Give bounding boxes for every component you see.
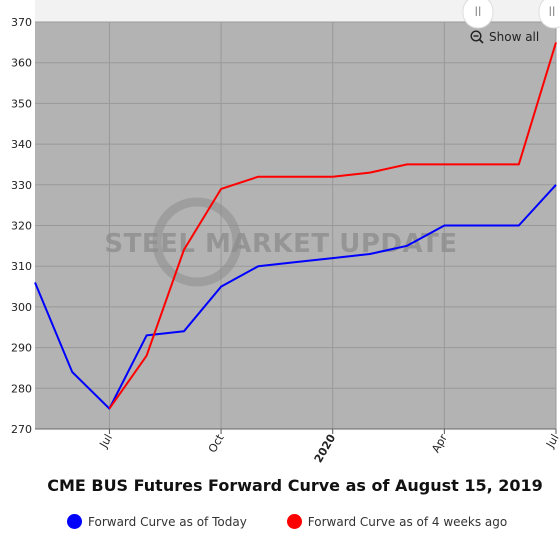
x-tick-label: Jul <box>97 432 115 451</box>
y-tick-label: 320 <box>11 220 32 233</box>
y-tick-label: 330 <box>11 179 32 192</box>
legend-marker-4-weeks-ago <box>286 514 302 529</box>
legend-label-today: Forward Curve as of Today <box>88 514 247 529</box>
legend-marker-today <box>67 514 82 529</box>
navigator-handle-right[interactable] <box>538 0 560 29</box>
legend-item-today[interactable]: Forward Curve as of Today <box>67 514 247 529</box>
navigator-handle-left[interactable] <box>462 0 494 29</box>
navigator-strip <box>35 0 556 22</box>
y-tick-label: 340 <box>11 138 32 151</box>
show-all-label: Show all <box>489 30 540 44</box>
x-tick-label: 2020 <box>312 432 339 465</box>
x-tick-label: Oct <box>206 431 227 455</box>
x-tick-label: Jul <box>543 432 560 451</box>
y-tick-label: 280 <box>11 382 32 395</box>
legend-label-4-weeks-ago: Forward Curve as of 4 weeks ago <box>307 514 508 529</box>
legend: Forward Curve as of Today Forward Curve … <box>67 514 507 529</box>
y-tick-label: 310 <box>11 260 32 273</box>
y-tick-label: 370 <box>11 16 32 29</box>
y-tick-label: 360 <box>11 57 32 70</box>
y-tick-label: 350 <box>11 97 32 110</box>
show-all-button[interactable]: Show all <box>470 30 539 44</box>
watermark-text: STEEL MARKET UPDATE <box>104 229 457 259</box>
y-tick-label: 300 <box>11 301 32 314</box>
zoom-out-icon <box>470 30 484 44</box>
watermark-logo-ring <box>152 197 242 287</box>
chart-title: CME BUS Futures Forward Curve as of Augu… <box>47 476 543 495</box>
legend-item-4-weeks-ago[interactable]: Forward Curve as of 4 weeks ago <box>286 514 508 529</box>
navigator-handle-right-grip: ll <box>549 5 556 19</box>
chart-canvas: 270 280 290 300 310 320 330 340 350 360 370 Jul Oct 2… <box>11 0 560 465</box>
x-tick-label: Apr <box>429 432 450 455</box>
y-tick-label: 270 <box>11 423 32 436</box>
y-tick-label: 290 <box>11 342 32 355</box>
navigator-handle-left-grip: ll <box>475 5 482 19</box>
